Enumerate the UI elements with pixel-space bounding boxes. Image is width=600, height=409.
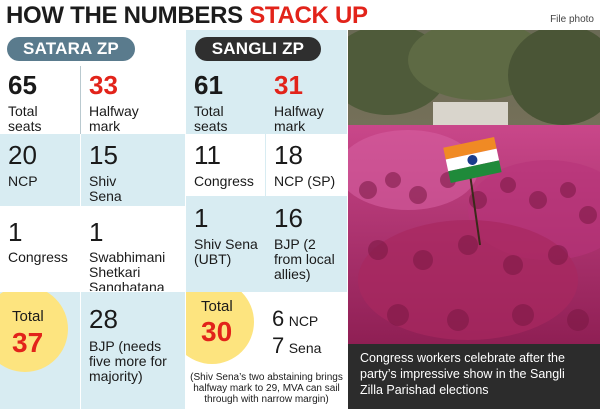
- sangli-halfway-label-1: Halfway: [274, 103, 324, 119]
- sangli-ncp-sp-cell: 18 NCP (SP): [266, 134, 347, 196]
- satara-bjp-value: 28: [89, 304, 118, 334]
- satara-panel: SATARA ZP 65 Total seats 33 Halfway mark…: [0, 30, 185, 409]
- caption-line-1: Congress workers celebrate after the: [360, 351, 565, 365]
- satara-column-divider: [80, 66, 81, 134]
- caption-line-2: party’s impressive show in the Sangli: [360, 367, 565, 381]
- satara-sss-cell: 1 Swabhimani Shetkari Sanghatana: [81, 207, 185, 291]
- sangli-note: (Shiv Sena’s two abstaining brings halfw…: [186, 372, 347, 405]
- sangli-ncp-label: NCP: [288, 313, 319, 329]
- satara-shiv-sena-value: 15: [89, 140, 118, 170]
- satara-bjp-cell: 28 BJP (needs five more for majority): [81, 292, 185, 409]
- sangli-shiv-sena-ubt-cell: 1 Shiv Sena (UBT): [186, 197, 265, 291]
- sangli-congress-cell: 11 Congress: [186, 134, 265, 196]
- photo-caption: Congress workers celebrate after the par…: [348, 344, 600, 409]
- satara-bjp-label-3: majority): [89, 368, 143, 384]
- sangli-note-line-1: (Shiv Sena’s two abstaining brings: [190, 372, 343, 383]
- sangli-sena-label: Sena: [288, 340, 322, 356]
- satara-congress-value: 1: [8, 217, 23, 247]
- sangli-shiv-sena-ubt-label-1: Shiv Sena: [194, 236, 258, 252]
- satara-title: SATARA ZP: [7, 37, 135, 61]
- sangli-shiv-sena-ubt-value: 1: [194, 203, 209, 233]
- celebration-photo: [348, 30, 600, 344]
- sangli-congress-label: Congress: [194, 173, 254, 189]
- sangli-title: SANGLI ZP: [195, 37, 321, 61]
- sangli-total-value: 30: [201, 316, 233, 347]
- satara-shiv-sena-cell: 15 Shiv Sena: [81, 134, 185, 206]
- sangli-note-line-2: halfway mark to 29, MVA can sail: [193, 383, 340, 394]
- satara-total-seats-label-2: seats: [8, 118, 42, 134]
- satara-sss-value: 1: [89, 217, 104, 247]
- satara-ncp-cell: 20 NCP: [0, 134, 80, 206]
- headline: HOW THE NUMBERS STACK UP: [6, 2, 368, 30]
- satara-ncp-value: 20: [8, 140, 37, 170]
- sangli-shiv-sena-ubt-label-2: (UBT): [194, 251, 232, 267]
- satara-total-value: 37: [12, 327, 44, 358]
- satara-halfway-value: 33: [89, 70, 118, 100]
- headline-part-1: HOW THE NUMBERS: [6, 2, 250, 29]
- sangli-bjp-value: 16: [274, 203, 303, 233]
- sangli-total-label: Total: [201, 298, 233, 315]
- sangli-bjp-label-2: from local: [274, 251, 335, 267]
- sangli-sena-value: 7: [272, 333, 285, 358]
- satara-shiv-sena-label-2: Sena: [89, 188, 122, 204]
- sangli-halfway-label-2: mark: [274, 118, 306, 134]
- sangli-panel: SANGLI ZP 61 Total seats 31 Halfway mark…: [186, 30, 347, 409]
- sangli-bjp-cell: 16 BJP (2 from local allies): [266, 197, 347, 291]
- satara-congress-cell: 1 Congress: [0, 207, 80, 291]
- photo-credit: File photo: [550, 14, 594, 25]
- satara-congress-label: Congress: [8, 249, 68, 265]
- satara-total-seats-value: 65: [8, 70, 37, 100]
- satara-shiv-sena-label-1: Shiv: [89, 173, 117, 189]
- sangli-halfway-value: 31: [274, 70, 303, 100]
- sangli-sena-row: 7 Sena: [272, 333, 321, 359]
- sangli-ncp-sp-value: 18: [274, 140, 303, 170]
- sangli-bjp-label-3: allies): [274, 266, 311, 282]
- header: HOW THE NUMBERS STACK UP File photo: [0, 0, 600, 30]
- sangli-total-seats-value: 61: [194, 70, 223, 100]
- satara-sss-label-3: Sanghatana: [89, 279, 165, 292]
- sangli-note-line-3: through with narrow margin): [204, 394, 329, 405]
- caption-line-3: Zilla Parishad elections: [360, 383, 489, 397]
- sangli-ncp-sp-label: NCP (SP): [274, 173, 336, 189]
- headline-part-2: STACK UP: [249, 2, 368, 29]
- satara-bjp-label-1: BJP (needs: [89, 338, 162, 354]
- sangli-ncp-value: 6: [272, 306, 285, 331]
- satara-sss-label-2: Shetkari: [89, 264, 141, 280]
- crowd-illustration: [348, 30, 600, 344]
- satara-sss-label-1: Swabhimani: [89, 249, 166, 265]
- sangli-total-seats-cell: 61 Total seats: [186, 66, 265, 134]
- satara-bjp-label-2: five more for: [89, 353, 167, 369]
- satara-total-cell: Total 37: [0, 292, 80, 409]
- satara-total-seats-label-1: Total: [8, 103, 38, 119]
- sangli-halfway-cell: 31 Halfway mark: [266, 66, 347, 134]
- satara-total-label: Total: [12, 308, 44, 325]
- sangli-ncp-row: 6 NCP: [272, 306, 318, 332]
- satara-ncp-label: NCP: [8, 173, 38, 189]
- sangli-congress-value: 11: [194, 140, 221, 170]
- satara-halfway-label-1: Halfway: [89, 103, 139, 119]
- sangli-total-area: Total 30 6 NCP 7 Sena (Shiv Sena’s two a…: [186, 292, 347, 409]
- sangli-total-seats-label-1: Total: [194, 103, 224, 119]
- satara-halfway-label-2: mark: [89, 118, 121, 134]
- sangli-bjp-label-1: BJP (2: [274, 236, 316, 252]
- sangli-total-seats-label-2: seats: [194, 118, 228, 134]
